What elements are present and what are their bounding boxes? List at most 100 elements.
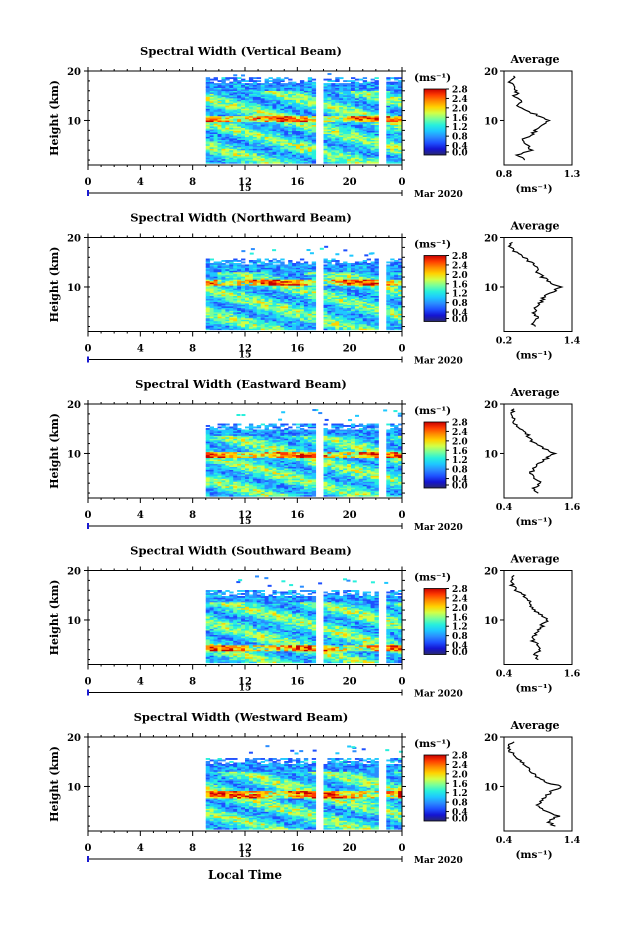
heatmap-cell [339, 161, 344, 164]
heatmap-cell [366, 97, 372, 100]
heatmap-cell [284, 118, 289, 121]
heatmap-cell [394, 313, 399, 316]
heatmap-cell [233, 89, 238, 91]
heatmap-cell [374, 108, 379, 111]
heatmap-cell [264, 86, 269, 88]
heatmap-cell [245, 126, 250, 129]
heatmap-cell [370, 97, 375, 100]
heatmap-cell [307, 307, 313, 310]
heatmap-cell [350, 276, 356, 279]
heatmap-cell [343, 155, 348, 158]
heatmap-cell [339, 99, 344, 102]
heatmap-cell [241, 258, 246, 261]
heatmap-cell [323, 149, 328, 152]
heatmap-cell [306, 249, 311, 252]
heatmap-cell [256, 106, 262, 109]
heatmap-cell [350, 262, 356, 265]
heatmap-cell [335, 157, 340, 160]
heatmap-cell [225, 99, 230, 102]
heatmap-cell [350, 157, 356, 160]
heatmap-cell [264, 93, 269, 96]
heatmap-cell [256, 323, 262, 326]
heatmap-cell [394, 288, 399, 291]
heatmap-cell [339, 100, 344, 103]
heatmap-cell [280, 108, 285, 111]
heatmap-cell [339, 308, 344, 311]
heatmap-cell [335, 99, 340, 102]
heatmap-cell [331, 120, 336, 123]
heatmap-cell [268, 285, 273, 288]
heatmap-cell [256, 325, 262, 328]
heatmap-cell [335, 325, 340, 328]
heatmap-cell [268, 262, 273, 265]
heatmap-cell [284, 267, 289, 270]
heatmap-cell [276, 80, 281, 83]
heatmap-cell [284, 325, 289, 328]
heatmap-cell [347, 292, 352, 295]
heatmap-cell [213, 313, 218, 316]
heatmap-cell [362, 92, 368, 94]
heatmap-cell [311, 90, 317, 93]
heatmap-cell [374, 258, 379, 261]
heatmap-cell [366, 127, 372, 130]
heatmap-cell [331, 124, 336, 127]
heatmap-cell [354, 135, 360, 137]
heatmap-cell [248, 282, 254, 285]
heatmap-cell [221, 270, 226, 273]
heatmap-cell [327, 123, 332, 126]
heatmap-cell [299, 141, 305, 143]
heatmap-cell [390, 322, 395, 325]
heatmap-cell [241, 291, 246, 294]
heatmap-cell [296, 304, 301, 307]
heatmap-cell [362, 118, 368, 121]
heatmap-cell [327, 300, 332, 302]
heatmap-cell [280, 78, 285, 81]
heatmap-cell [343, 86, 348, 88]
heatmap-cell [398, 316, 403, 319]
heatmap-cell [296, 115, 301, 118]
heatmap-cell [221, 310, 226, 313]
heatmap-cell [311, 109, 317, 112]
heatmap-cell [237, 313, 242, 316]
heatmap-cell [296, 325, 301, 328]
heatmap-cell [374, 288, 379, 291]
heatmap-cell [284, 326, 289, 329]
heatmap-cell [386, 138, 391, 140]
heatmap-cell [398, 161, 403, 164]
heatmap-cell [327, 73, 332, 76]
heatmap-cell [241, 265, 246, 268]
heatmap-cell [260, 145, 266, 148]
heatmap-cell [331, 267, 336, 270]
heatmap-cell [366, 276, 372, 279]
heatmap-cell [311, 264, 317, 267]
heatmap-cell [209, 115, 215, 118]
heatmap-cell [362, 100, 368, 103]
heatmap-cell [221, 291, 226, 294]
heatmap-cell [331, 130, 336, 133]
heatmap-cell [358, 262, 364, 265]
heatmap-cell [339, 108, 344, 111]
heatmap-cell [323, 146, 328, 149]
heatmap-cell [264, 106, 269, 109]
heatmap-cell [256, 92, 262, 94]
heatmap-cell [280, 117, 285, 120]
heatmap-cell [370, 96, 375, 99]
heatmap-cell [225, 270, 230, 273]
heatmap-cell [307, 109, 313, 112]
heatmap-cell [358, 280, 364, 283]
heatmap-cell [280, 112, 285, 115]
heatmap-cell [280, 146, 285, 149]
heatmap-cell [264, 112, 269, 115]
heatmap-cell [370, 78, 375, 81]
heatmap-cell [276, 297, 281, 299]
heatmap-cell [264, 155, 269, 158]
heatmap-cell [241, 298, 246, 301]
heatmap-cell [311, 161, 317, 164]
heatmap-cell [343, 133, 348, 136]
heatmap-cell [296, 136, 301, 139]
heatmap-cell [209, 274, 215, 277]
heatmap-cell [394, 81, 399, 84]
heatmap-cell [280, 130, 285, 133]
heatmap-cell [248, 306, 254, 308]
heatmap-cell [284, 124, 289, 127]
